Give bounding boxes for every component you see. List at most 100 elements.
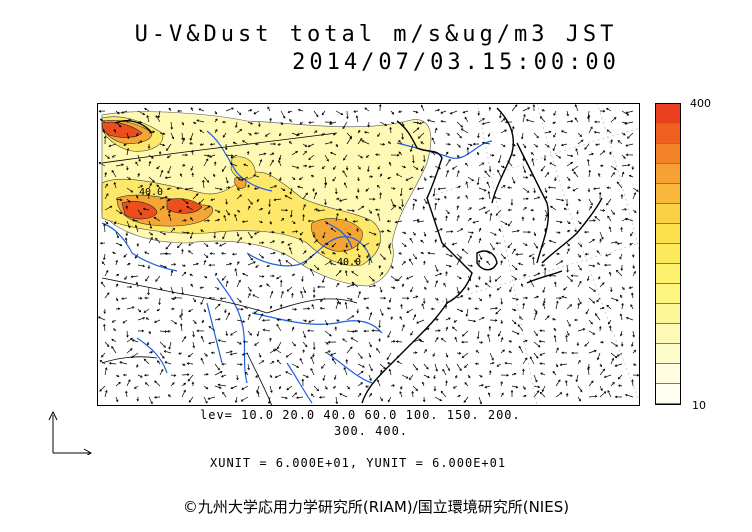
- wind-arrowhead: [425, 201, 428, 205]
- wind-arrowhead: [119, 243, 123, 247]
- wind-arrow: [148, 396, 153, 404]
- wind-arrowhead: [471, 178, 474, 182]
- wind-arrowhead: [399, 391, 402, 394]
- wind-arrowhead: [507, 160, 510, 164]
- wind-arrowhead: [538, 339, 542, 343]
- wind-arrowhead: [561, 198, 565, 202]
- wind-arrowhead: [207, 219, 210, 222]
- wind-arrow: [599, 209, 605, 211]
- wind-arrowhead: [122, 320, 126, 324]
- wind-arrow: [544, 143, 550, 148]
- wind-arrowhead: [507, 245, 511, 249]
- wind-arrowhead: [578, 398, 581, 402]
- wind-arrow: [434, 109, 440, 112]
- wind-arrowhead: [269, 375, 273, 378]
- unit-vector-arrows: [48, 410, 93, 455]
- wind-arrow: [417, 187, 425, 190]
- wind-arrow: [170, 286, 174, 294]
- wind-arrowhead: [565, 392, 569, 396]
- wind-arrowhead: [173, 374, 177, 377]
- wind-arrowhead: [567, 230, 571, 233]
- wind-arrowhead: [250, 257, 253, 261]
- wind-arrowhead: [408, 187, 412, 191]
- wind-arrowhead: [336, 301, 340, 304]
- wind-arrowhead: [630, 304, 633, 307]
- wind-arrow: [230, 385, 238, 389]
- wind-arrowhead: [125, 233, 129, 237]
- wind-arrow: [497, 169, 502, 178]
- wind-arrow: [433, 187, 436, 196]
- wind-arrowhead: [477, 113, 481, 116]
- wind-arrowhead: [632, 266, 635, 269]
- wind-arrowhead: [456, 214, 460, 218]
- wind-arrowhead: [155, 237, 158, 241]
- wind-arrowhead: [536, 135, 539, 139]
- wind-arrow: [308, 121, 315, 124]
- wind-arrowhead: [387, 362, 390, 365]
- wind-arrow: [254, 187, 260, 190]
- wind-arrow: [321, 110, 326, 116]
- wind-arrowhead: [552, 370, 556, 374]
- wind-arrow: [577, 385, 583, 392]
- wind-arrowhead: [286, 289, 290, 292]
- wind-arrowhead: [115, 298, 119, 302]
- wind-arrowhead: [200, 357, 204, 361]
- wind-arrowhead: [401, 204, 404, 208]
- wind-arrowhead: [255, 265, 258, 268]
- wind-arrowhead: [308, 157, 311, 161]
- wind-arrowhead: [579, 244, 583, 247]
- wind-arrowhead: [319, 306, 323, 310]
- wind-arrowhead: [610, 289, 613, 293]
- wind-arrow: [351, 337, 359, 343]
- wind-arrowhead: [436, 337, 439, 340]
- wind-arrow: [507, 160, 513, 167]
- wind-arrowhead: [172, 227, 176, 231]
- wind-arrow: [220, 297, 227, 300]
- wind-arrowhead: [177, 245, 180, 249]
- wind-arrowhead: [434, 202, 438, 206]
- wind-arrowhead: [361, 140, 365, 143]
- wind-arrow: [280, 291, 284, 299]
- wind-arrowhead: [617, 376, 621, 380]
- wind-arrowhead: [115, 283, 119, 287]
- wind-arrowhead: [188, 400, 192, 403]
- wind-arrowhead: [363, 297, 366, 301]
- wind-arrowhead: [312, 290, 316, 293]
- wind-arrow: [346, 110, 348, 119]
- wind-arrowhead: [119, 198, 123, 202]
- wind-arrow: [472, 220, 480, 224]
- wind-arrow: [181, 382, 186, 387]
- wind-arrowhead: [603, 391, 607, 394]
- wind-arrow: [103, 253, 106, 260]
- wind-arrowhead: [354, 259, 357, 263]
- wind-arrowhead: [487, 333, 490, 337]
- wind-arrowhead: [214, 111, 217, 115]
- wind-arrowhead: [124, 277, 127, 280]
- wind-arrowhead: [468, 297, 472, 300]
- wind-arrow: [560, 363, 568, 366]
- wind-arrowhead: [131, 355, 134, 358]
- wind-arrowhead: [625, 316, 629, 320]
- wind-arrow: [489, 242, 495, 250]
- wind-arrowhead: [415, 110, 419, 114]
- wind-arrow: [308, 154, 315, 160]
- wind-arrow: [606, 198, 612, 206]
- wind-arrowhead: [574, 104, 578, 107]
- wind-arrowhead: [540, 263, 544, 267]
- wind-arrow: [137, 185, 143, 189]
- wind-arrow: [333, 165, 337, 170]
- wind-arrowhead: [249, 109, 253, 112]
- wind-arrow: [489, 352, 494, 361]
- wind-arrow: [631, 293, 634, 299]
- wind-arrowhead: [191, 172, 195, 176]
- wind-arrow: [387, 330, 392, 338]
- wind-arrowhead: [423, 260, 426, 264]
- wind-arrowhead: [364, 131, 367, 134]
- wind-arrowhead: [146, 342, 150, 346]
- wind-arrow: [286, 286, 293, 292]
- wind-arrowhead: [205, 386, 209, 390]
- wind-arrowhead: [207, 397, 211, 400]
- wind-arrowhead: [584, 252, 588, 256]
- wind-arrowhead: [445, 355, 449, 358]
- wind-arrow: [609, 226, 612, 233]
